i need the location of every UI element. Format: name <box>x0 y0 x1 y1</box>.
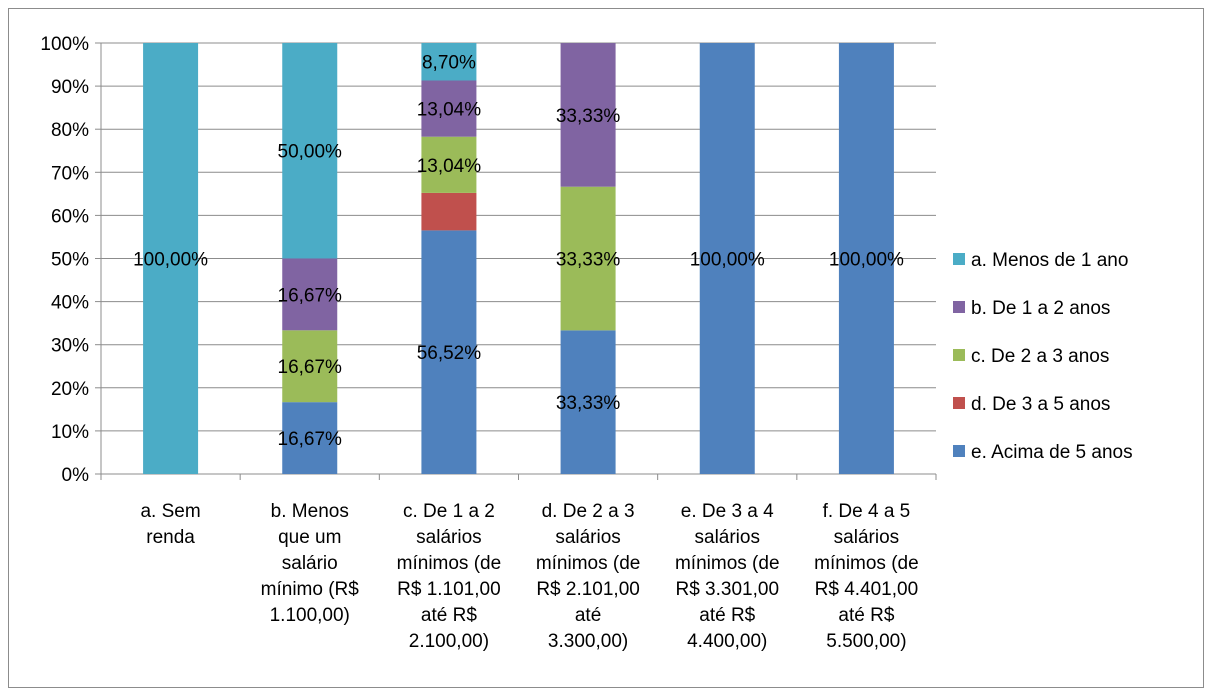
y-tick-label: 50% <box>51 250 89 271</box>
bar-segment <box>282 330 338 403</box>
bar-segment <box>560 186 616 331</box>
data-label: 13,04% <box>417 156 482 177</box>
y-tick-label: 30% <box>51 336 89 357</box>
x-category-label: a. Sem <box>140 501 200 522</box>
y-tick-label: 70% <box>51 163 89 184</box>
data-label: 56,52% <box>417 343 482 364</box>
x-category-label: até <box>575 605 601 626</box>
x-category-label: R$ 4.401,00 <box>815 579 919 600</box>
x-category-label: renda <box>146 527 195 548</box>
y-tick-label: 90% <box>51 77 89 98</box>
bar-segment <box>282 402 338 474</box>
chart-frame <box>8 8 1204 688</box>
bar-segment <box>838 43 894 474</box>
x-category-label: salários <box>416 527 481 548</box>
legend-label: d. De 3 a 5 anos <box>971 394 1110 415</box>
data-label: 8,70% <box>422 53 476 74</box>
data-label: 33,33% <box>556 106 621 127</box>
legend-swatch <box>953 397 965 409</box>
data-label: 100,00% <box>829 250 904 271</box>
x-category-label: mínimos (de <box>536 553 641 574</box>
x-category-label: b. Menos <box>271 501 349 522</box>
data-label: 100,00% <box>690 250 765 271</box>
legend-swatch <box>953 253 965 265</box>
legend-label: b. De 1 a 2 anos <box>971 298 1110 319</box>
bar-segment <box>143 43 199 474</box>
x-category-label: 1.100,00) <box>270 605 350 626</box>
x-category-label: que um <box>278 527 341 548</box>
y-tick-label: 60% <box>51 206 89 227</box>
data-label: 100,00% <box>133 250 208 271</box>
x-category-label: c. De 1 a 2 <box>403 501 495 522</box>
x-category-label: 3.300,00) <box>548 631 628 652</box>
y-tick-label: 80% <box>51 120 89 141</box>
bar-segment <box>421 192 477 231</box>
x-category-label: mínimos (de <box>675 553 780 574</box>
data-label: 13,04% <box>417 100 482 121</box>
legend-swatch <box>953 301 965 313</box>
legend-swatch <box>953 445 965 457</box>
x-category-label: salários <box>555 527 620 548</box>
x-category-label: 5.500,00) <box>826 631 906 652</box>
data-label: 50,00% <box>278 142 343 163</box>
x-category-label: f. De 4 a 5 <box>823 501 911 522</box>
bar-segment <box>421 136 477 193</box>
legend-label: e. Acima de 5 anos <box>971 442 1133 463</box>
bar-segment <box>560 330 616 474</box>
data-label: 16,67% <box>278 429 343 450</box>
x-category-label: até R$ <box>838 605 894 626</box>
x-category-label: salários <box>834 527 899 548</box>
bar-segment <box>421 230 477 474</box>
x-category-label: até R$ <box>421 605 477 626</box>
legend-swatch <box>953 349 965 361</box>
x-category-label: 2.100,00) <box>409 631 489 652</box>
x-category-label: R$ 3.301,00 <box>675 579 779 600</box>
y-tick-label: 10% <box>51 422 89 443</box>
data-label: 16,67% <box>278 285 343 306</box>
data-label: 33,33% <box>556 393 621 414</box>
y-tick-label: 0% <box>62 465 90 486</box>
x-category-label: R$ 1.101,00 <box>397 579 501 600</box>
data-label: 16,67% <box>278 357 343 378</box>
legend-label: c. De 2 a 3 anos <box>971 346 1109 367</box>
x-category-label: mínimos (de <box>814 553 919 574</box>
bar-segment <box>560 43 616 187</box>
bar-segment <box>282 42 338 259</box>
x-category-label: mínimos (de <box>397 553 502 574</box>
x-category-label: salários <box>695 527 760 548</box>
x-category-label: mínimo (R$ <box>261 579 360 600</box>
data-label: 33,33% <box>556 250 621 271</box>
x-category-label: R$ 2.101,00 <box>536 579 640 600</box>
x-category-label: e. De 3 a 4 <box>681 501 774 522</box>
x-category-label: d. De 2 a 3 <box>542 501 635 522</box>
y-tick-label: 20% <box>51 379 89 400</box>
x-category-label: 4.400,00) <box>687 631 767 652</box>
legend-label: a. Menos de 1 ano <box>971 250 1128 271</box>
bar-segment <box>421 80 477 137</box>
bar-segment <box>421 43 477 81</box>
y-tick-label: 100% <box>40 34 89 55</box>
y-tick-label: 40% <box>51 293 89 314</box>
bar-segment <box>699 43 755 474</box>
x-category-label: até R$ <box>699 605 755 626</box>
bar-segment <box>282 258 338 331</box>
x-category-label: salário <box>282 553 338 574</box>
